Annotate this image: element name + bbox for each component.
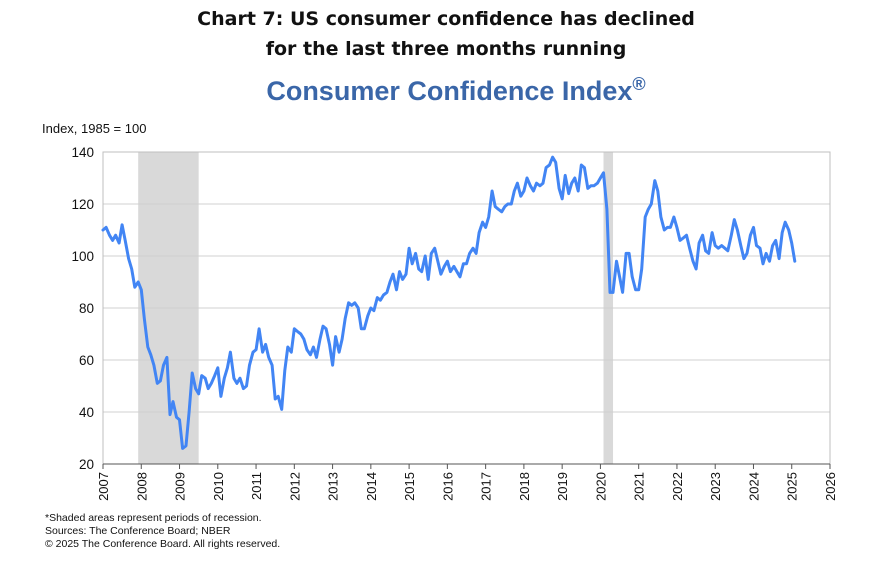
- x-tick-label: 2007: [96, 472, 111, 501]
- y-tick-label: 20: [79, 457, 94, 472]
- gridlines: [103, 203, 830, 413]
- y-tick-label: 60: [79, 353, 94, 368]
- series-line-consumer-confidence: [101, 155, 797, 450]
- x-tick-label: 2023: [708, 472, 723, 501]
- registered-mark: ®: [632, 74, 646, 94]
- y-tick-label: 40: [79, 405, 94, 420]
- y-tick-label: 80: [79, 301, 94, 316]
- x-tick-label: 2022: [670, 472, 685, 501]
- x-axis: 2007 2008 2009 2010 2011 2012 2013 2014 2015 2016…: [96, 463, 838, 501]
- y-tick-label: 140: [71, 145, 94, 160]
- x-tick-label: 2018: [517, 472, 532, 501]
- chart-title-text: Consumer Confidence Index: [266, 76, 633, 106]
- chart-title: Consumer Confidence Index®: [0, 74, 892, 107]
- x-tick-label: 2025: [785, 472, 800, 501]
- x-tick-label: 2019: [555, 472, 570, 501]
- copyright-note: © 2025 The Conference Board. All rights …: [45, 538, 281, 550]
- footnotes: *Shaded areas represent periods of reces…: [45, 512, 280, 551]
- x-tick-label: 2015: [402, 472, 417, 501]
- x-tick-label: 2017: [479, 472, 494, 501]
- x-tick-label: 2021: [632, 472, 647, 501]
- x-tick-label: 2016: [440, 472, 455, 501]
- x-tick-label: 2009: [173, 472, 188, 501]
- x-tick-label: 2020: [593, 472, 608, 501]
- x-tick-label: 2026: [823, 472, 838, 501]
- chart-heading: Chart 7: US consumer confidence has decl…: [0, 4, 892, 64]
- x-tick-label: 2013: [326, 472, 341, 501]
- chart-heading-line-2: for the last three months running: [265, 38, 627, 60]
- x-tick-label: 2008: [134, 472, 149, 501]
- y-axis: 20 40 60 80 100 120 140: [71, 145, 94, 472]
- y-axis-unit-label: Index, 1985 = 100: [42, 121, 147, 136]
- x-tick-label: 2012: [287, 472, 302, 501]
- x-tick-label: 2011: [249, 472, 264, 500]
- x-tick-label: 2014: [364, 472, 379, 501]
- series-layer: [101, 155, 797, 450]
- chart-heading-line-1: Chart 7: US consumer confidence has decl…: [197, 8, 695, 30]
- y-tick-label: 100: [71, 249, 94, 264]
- y-tick-label: 120: [71, 197, 94, 212]
- x-tick-label: 2024: [746, 472, 761, 501]
- sources-note: Sources: The Conference Board; NBER: [45, 525, 231, 537]
- recession-note: *Shaded areas represent periods of reces…: [45, 512, 262, 524]
- x-tick-label: 2010: [211, 472, 226, 501]
